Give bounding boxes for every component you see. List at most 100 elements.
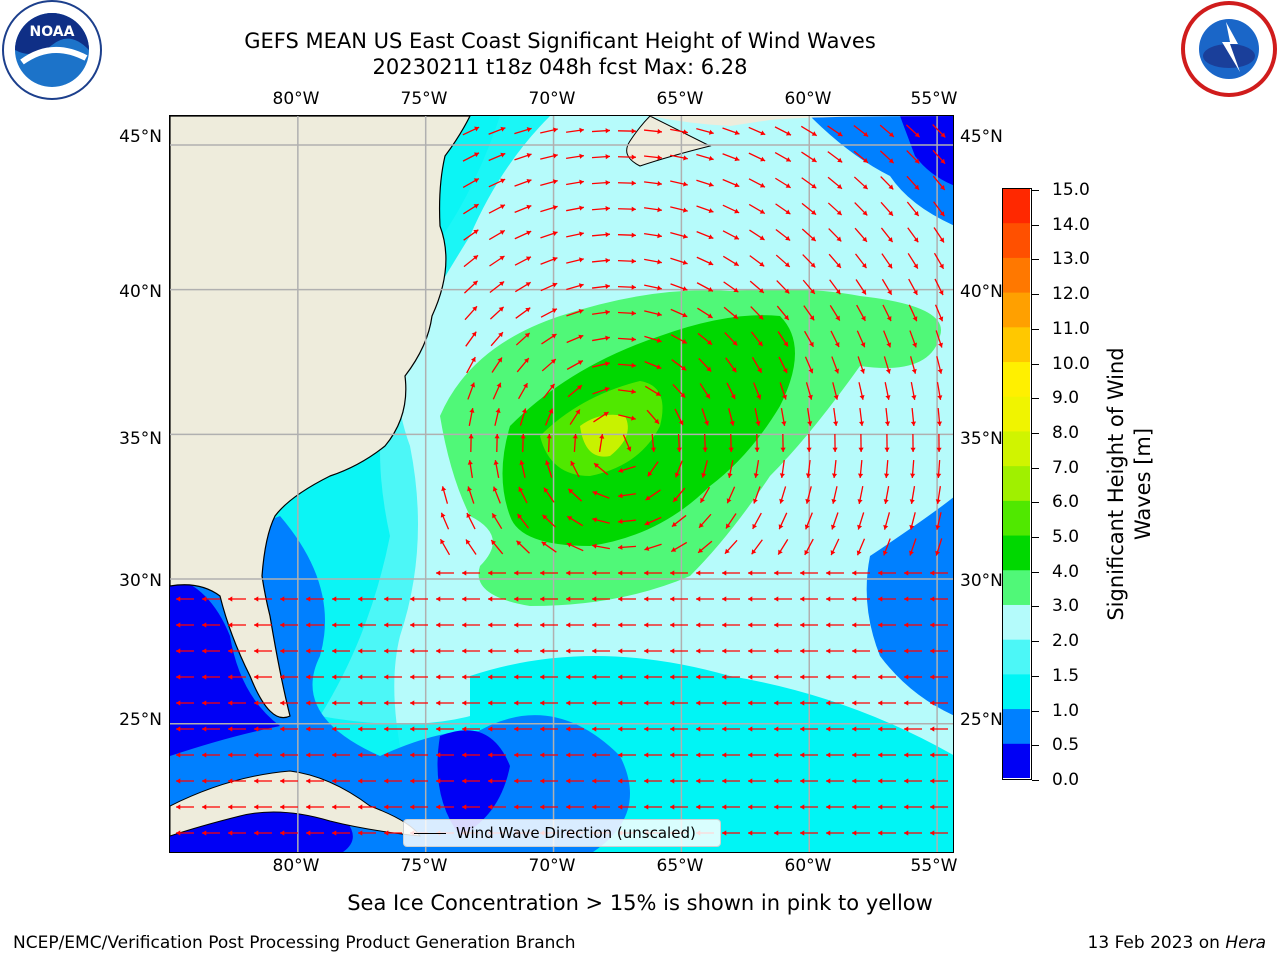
wind-wave-arrow (830, 538, 840, 556)
wind-wave-arrow (436, 674, 454, 680)
wind-wave-arrow (410, 700, 428, 706)
wind-wave-arrow (384, 804, 402, 810)
wind-wave-arrow (410, 726, 428, 732)
wind-wave-arrow (801, 177, 817, 189)
wind-wave-arrow (566, 622, 584, 628)
wind-wave-arrow (670, 648, 688, 654)
wind-wave-arrow (514, 153, 532, 161)
wind-wave-arrow (833, 407, 839, 427)
colorbar-tick-mark (1032, 641, 1039, 643)
wind-wave-arrow (488, 596, 506, 602)
wind-wave-arrow (800, 752, 818, 758)
wind-wave-arrow (514, 204, 532, 214)
wind-wave-arrow (644, 804, 662, 810)
wind-wave-arrow (566, 570, 584, 576)
wind-wave-arrow (905, 124, 921, 138)
wind-wave-arrow (750, 306, 764, 320)
colorbar-tick-label: 3.0 (1052, 596, 1080, 617)
lon-tick-top: 75°W (400, 89, 448, 109)
lon-tick-bottom: 70°W (528, 856, 576, 876)
wind-wave-arrow (489, 255, 505, 267)
colorbar-swatch (1003, 189, 1030, 224)
colorbar-tick-mark (1032, 710, 1039, 712)
wind-wave-arrow (650, 433, 656, 453)
wind-wave-arrow (853, 176, 869, 190)
wind-wave-arrow (722, 830, 740, 836)
wind-wave-arrow (884, 459, 890, 479)
wind-wave-arrow (774, 152, 792, 162)
wind-wave-arrow (909, 330, 918, 348)
wind-wave-arrow (542, 514, 556, 528)
wind-wave-arrow (748, 778, 766, 784)
wind-wave-arrow (514, 700, 532, 706)
wind-wave-arrow (800, 674, 818, 680)
wind-wave-arrow (722, 648, 740, 654)
wind-wave-arrow (462, 778, 480, 784)
wind-wave-arrow (934, 278, 944, 296)
wind-wave-arrow (852, 700, 870, 706)
wind-wave-arrow (462, 648, 480, 654)
wind-wave-arrow (569, 409, 581, 425)
wind-wave-arrow (467, 382, 476, 400)
wind-wave-arrow (490, 539, 504, 555)
wind-wave-arrow (878, 752, 896, 758)
wind-wave-arrow (644, 361, 662, 370)
wind-wave-arrow (617, 544, 637, 550)
wind-wave-arrow (466, 512, 476, 530)
wind-wave-arrow (644, 752, 662, 758)
wind-wave-arrow (670, 804, 688, 810)
wind-wave-arrow (467, 460, 474, 478)
wind-wave-arrow (591, 206, 611, 212)
wind-wave-arrow (881, 278, 893, 296)
wind-wave-arrow (856, 304, 866, 322)
wind-wave-arrow (544, 408, 554, 426)
wind-wave-arrow (696, 700, 714, 706)
wind-wave-arrow (854, 202, 868, 216)
wind-wave-arrow (332, 752, 350, 758)
wind-wave-arrow (696, 570, 714, 576)
wind-wave-arrow (518, 486, 528, 504)
wind-wave-arrow (617, 128, 637, 134)
wind-wave-arrow (752, 486, 761, 504)
wind-wave-arrow (618, 752, 636, 758)
wind-wave-arrow (646, 409, 660, 425)
wind-wave-arrow (935, 512, 942, 530)
wind-wave-arrow (384, 622, 402, 628)
colorbar-swatch (1003, 430, 1030, 467)
wind-wave-arrow (800, 570, 818, 576)
wind-wave-arrow (775, 177, 791, 189)
wind-wave-arrow (748, 622, 766, 628)
lat-tick-left: 30°N (119, 571, 162, 591)
wind-wave-arrow (358, 778, 376, 784)
wind-wave-arrow (852, 674, 870, 680)
wind-wave-arrow (358, 648, 376, 654)
wind-wave-arrow (852, 726, 870, 732)
wind-wave-arrow (384, 726, 402, 732)
wind-wave-arrow (592, 517, 610, 524)
wind-wave-arrow (643, 207, 663, 213)
wind-wave-arrow (332, 700, 350, 706)
wind-wave-arrow (831, 512, 839, 530)
wind-wave-arrow (618, 648, 636, 654)
wind-wave-arrow (800, 804, 818, 810)
wind-wave-arrow (332, 778, 350, 784)
wind-wave-arrow (855, 279, 867, 295)
wind-wave-arrow (748, 752, 766, 758)
wind-wave-arrow (935, 538, 943, 556)
wind-wave-arrow (904, 804, 922, 810)
wind-wave-arrow (358, 700, 376, 706)
wind-wave-arrow (488, 648, 506, 654)
wind-wave-arrow (884, 382, 891, 400)
wind-wave-arrow (859, 407, 865, 427)
wind-wave-arrow (462, 622, 480, 628)
wind-wave-arrow (699, 383, 711, 399)
colorbar-swatch (1003, 465, 1030, 501)
wind-wave-arrow (805, 382, 813, 400)
wind-wave-arrow (254, 752, 272, 758)
wind-wave-arrow (592, 752, 610, 758)
wind-wave-arrow (228, 674, 246, 680)
wind-wave-arrow (909, 356, 917, 374)
wind-wave-arrow (645, 489, 661, 501)
wind-wave-arrow (857, 512, 865, 530)
wind-wave-arrow (696, 256, 714, 266)
